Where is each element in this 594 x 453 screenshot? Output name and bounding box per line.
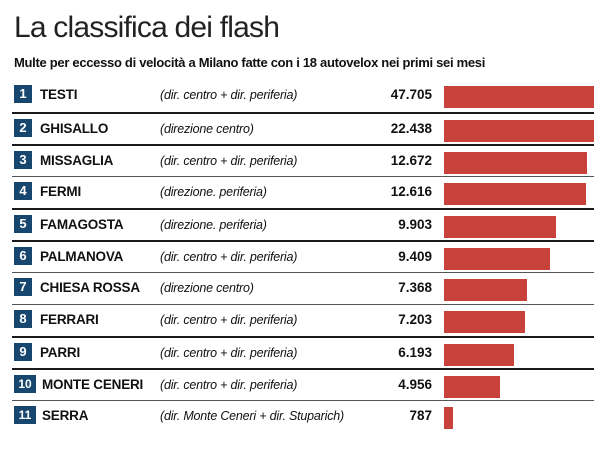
bar <box>444 216 556 238</box>
bar <box>444 279 528 301</box>
chart-title: La classifica dei flash <box>14 11 280 44</box>
rank-badge: 10 <box>14 375 36 393</box>
location-name: FERMI <box>40 184 81 199</box>
table-row: 10 MONTE CENERI (dir. centro + dir. perife… <box>12 368 594 402</box>
value-label: 6.193 <box>398 345 432 360</box>
bar <box>444 407 453 429</box>
value-label: 22.438 <box>390 121 432 136</box>
location-name: GHISALLO <box>40 121 109 136</box>
value-label: 47.705 <box>390 87 432 102</box>
location-name: CHIESA ROSSA <box>40 280 140 295</box>
location-name: PARRI <box>40 345 81 360</box>
bar <box>444 152 587 174</box>
value-label: 9.409 <box>398 249 432 264</box>
bar <box>444 376 500 398</box>
table-row: 9 PARRI (dir. centro + dir. periferia) 6.19… <box>12 336 594 370</box>
direction-label: (dir. centro + dir. periferia) <box>160 250 298 264</box>
table-row: 6 PALMANOVA (dir. centro + dir. periferia)… <box>12 240 594 274</box>
direction-label: (direzione centro) <box>160 281 254 295</box>
direction-label: (dir. centro + dir. periferia) <box>160 313 298 327</box>
value-label: 12.672 <box>390 153 432 168</box>
chart-subtitle: Multe per eccesso di velocità a Milano f… <box>14 55 486 70</box>
direction-label: (direzione centro) <box>160 122 254 136</box>
rank-badge: 1 <box>14 85 32 103</box>
bar <box>444 120 594 142</box>
table-row: 4 FERMI (direzione. periferia) 12.616 <box>12 176 594 209</box>
bar <box>444 311 526 333</box>
table-row: 1 TESTI (dir. centro + dir. periferia) 47.7… <box>12 80 594 112</box>
value-label: 787 <box>409 408 432 423</box>
direction-label: (dir. centro + dir. periferia) <box>160 154 298 168</box>
table-row: 8 FERRARI (dir. centro + dir. periferia) 7.… <box>12 304 594 337</box>
location-name: TESTI <box>40 87 78 102</box>
rank-badge: 7 <box>14 278 32 296</box>
location-name: FERRARI <box>40 312 99 327</box>
location-name: MONTE CENERI <box>42 377 144 392</box>
value-label: 9.903 <box>398 217 432 232</box>
table-row: 7 CHIESA ROSSA (direzione centro) 7.368 <box>12 272 594 305</box>
location-name: PALMANOVA <box>40 249 124 264</box>
rank-badge: 8 <box>14 310 32 328</box>
rank-badge: 2 <box>14 119 32 137</box>
direction-label: (dir. centro + dir. periferia) <box>160 88 298 102</box>
location-name: MISSAGLIA <box>40 153 114 168</box>
rank-badge: 5 <box>14 215 32 233</box>
value-label: 12.616 <box>390 184 432 199</box>
value-label: 7.203 <box>398 312 432 327</box>
direction-label: (direzione. periferia) <box>160 185 267 199</box>
direction-label: (dir. Monte Ceneri + dir. Stuparich) <box>160 409 344 423</box>
table-row: 3 MISSAGLIA (dir. centro + dir. periferia)… <box>12 144 594 178</box>
rank-badge: 6 <box>14 247 32 265</box>
rank-badge: 4 <box>14 182 32 200</box>
rank-badge: 9 <box>14 343 32 361</box>
table-row: 5 FAMAGOSTA (direzione. periferia) 9.903 <box>12 208 594 242</box>
table-row: 11 SERRA (dir. Monte Ceneri + dir. Stupari… <box>12 400 594 433</box>
bar <box>444 344 514 366</box>
direction-label: (dir. centro + dir. periferia) <box>160 346 298 360</box>
direction-label: (dir. centro + dir. periferia) <box>160 378 298 392</box>
table-row: 2 GHISALLO (direzione centro) 22.438 <box>12 112 594 146</box>
direction-label: (direzione. periferia) <box>160 218 267 232</box>
rank-badge: 3 <box>14 151 32 169</box>
location-name: FAMAGOSTA <box>40 217 124 232</box>
location-name: SERRA <box>42 408 89 423</box>
bar <box>444 183 587 205</box>
rank-badge: 11 <box>14 406 36 424</box>
value-label: 4.956 <box>398 377 432 392</box>
bar <box>444 248 551 270</box>
bar <box>444 86 594 108</box>
value-label: 7.368 <box>398 280 432 295</box>
